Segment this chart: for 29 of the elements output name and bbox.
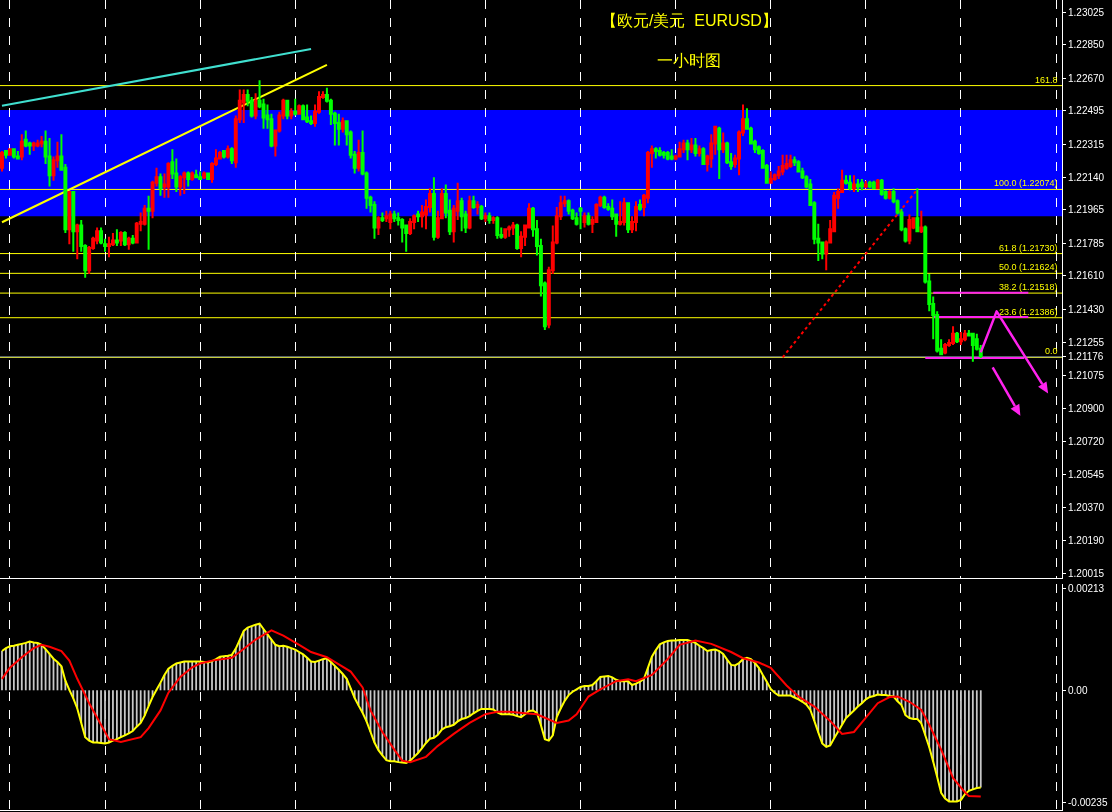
y-tick-label: 1.22850 <box>1068 39 1105 51</box>
y-tick-label: 1.21965 <box>1068 204 1105 216</box>
y-tick-label: 1.20545 <box>1068 469 1105 481</box>
y-tick-label: 1.21075 <box>1068 370 1105 382</box>
ref-line-label: 50.0 (1.21624) <box>999 262 1058 272</box>
y-tick-label: 1.21610 <box>1068 270 1105 282</box>
y-tick-label: 0.00 <box>1068 684 1088 696</box>
y-tick-label: 1.21255 <box>1068 336 1105 348</box>
y-tick-label: 1.21430 <box>1068 304 1105 316</box>
text: 一小时图 <box>657 51 722 69</box>
annotation: 0.0 <box>1045 346 1058 356</box>
y-tick-label: -0.00235 <box>1068 797 1108 809</box>
y-tick-label: 1.22315 <box>1068 139 1105 150</box>
y-tick-label: 1.23025 <box>1068 6 1105 18</box>
annotation: 161.8 <box>1035 75 1058 85</box>
y-tick-label: 1.21176 <box>1068 351 1104 363</box>
y-tick-label: 1.21785 <box>1068 237 1105 249</box>
y-tick-label: 1.22670 <box>1068 72 1105 84</box>
text: 【欧元/美元 EURUSD】 <box>600 11 778 29</box>
y-tick-label: 1.22140 <box>1068 171 1105 183</box>
y-tick-label: 1.20015 <box>1068 567 1105 579</box>
y-tick-label: 1.20370 <box>1068 501 1105 513</box>
y-tick-label: 1.20900 <box>1068 402 1105 414</box>
y-tick-label: 1.22495 <box>1068 105 1105 117</box>
y-tick-label: 0.00213 <box>1068 582 1105 594</box>
ref-line-label: 38.2 (1.21518) <box>999 282 1058 292</box>
y-tick-label: 1.20720 <box>1068 436 1105 448</box>
ref-line-label: 61.8 (1.21730) <box>999 243 1058 253</box>
y-tick-label: 1.20190 <box>1068 535 1105 547</box>
